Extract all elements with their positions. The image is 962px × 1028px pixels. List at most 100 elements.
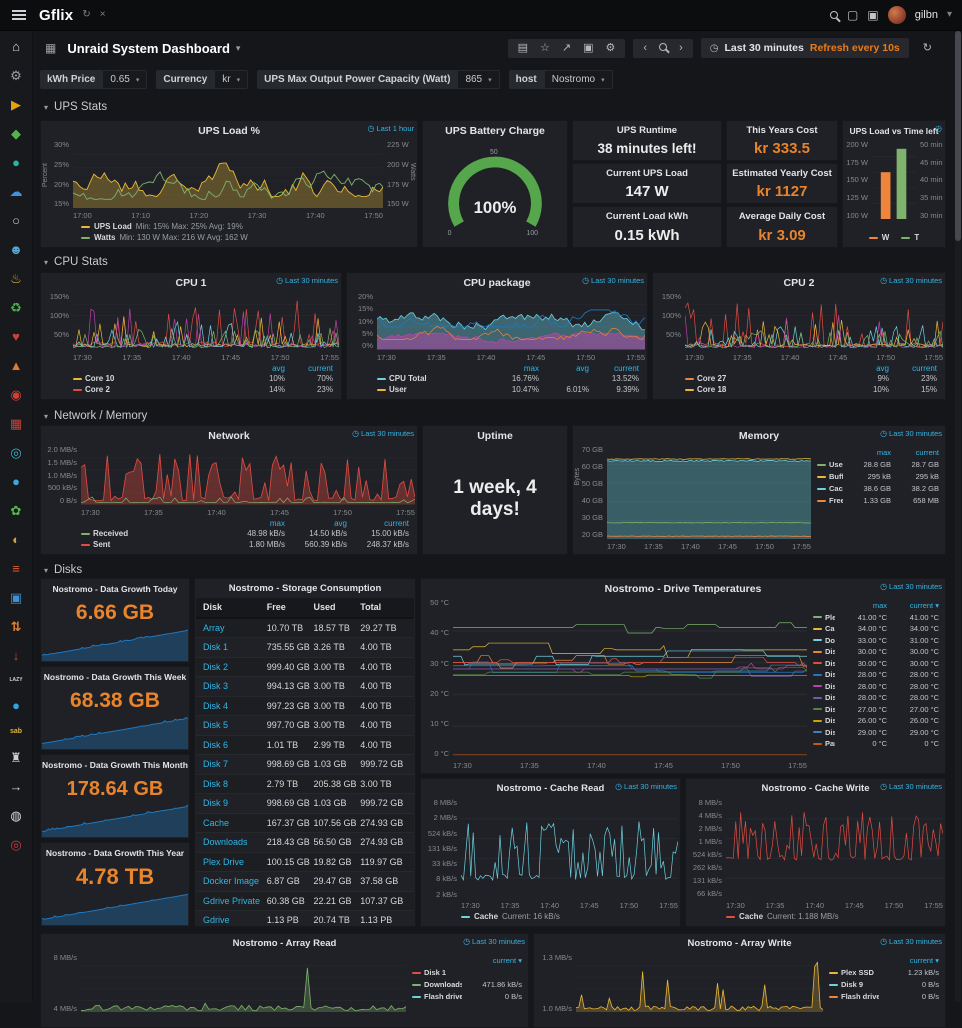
github-icon[interactable]: ◍ xyxy=(10,808,22,823)
disk-link[interactable]: Gdrive Unlimited xyxy=(203,915,230,925)
legend-column-header[interactable]: current xyxy=(614,363,639,373)
disk-link[interactable]: Disk 5 xyxy=(203,720,229,730)
legend-column-header[interactable]: max xyxy=(876,448,891,457)
cache-write-graph[interactable] xyxy=(726,799,943,898)
legend-series-label[interactable]: Disk 8 xyxy=(813,669,835,681)
apps-grid-icon[interactable]: ▦ xyxy=(45,41,57,55)
time-back-icon[interactable]: ‹ xyxy=(643,41,648,54)
plot-area[interactable]: 17:00 17:10 17:20 17:30 17:40 17:50 xyxy=(73,140,383,221)
sync-app-icon[interactable]: ⇅ xyxy=(10,619,22,634)
panel-title[interactable]: Nostromo - Array Write xyxy=(687,938,792,949)
disk-link[interactable]: Downloads xyxy=(203,837,248,847)
legend-series-label[interactable]: Disk 2 xyxy=(813,727,835,739)
display-icon[interactable]: ▣ xyxy=(867,8,879,22)
table-header-cell[interactable]: Used xyxy=(313,602,336,612)
legend-series-label[interactable]: Disk 9 xyxy=(813,646,835,658)
legend-series-label[interactable]: Core 2 xyxy=(73,385,237,396)
shield-app-icon[interactable]: ◉ xyxy=(10,387,22,402)
panel-title[interactable]: UPS Runtime xyxy=(616,125,678,136)
array-read-graph[interactable] xyxy=(81,954,406,1012)
time-forward-icon[interactable]: › xyxy=(679,41,683,54)
panel-title[interactable]: UPS Load % xyxy=(198,124,260,137)
legend-series-label[interactable]: Core 18 xyxy=(685,385,841,396)
legend-series-label[interactable]: Disk 1 xyxy=(412,967,462,979)
legend-series-label[interactable]: User xyxy=(377,385,489,396)
legend-series-label[interactable]: Cached xyxy=(817,483,843,495)
recycle-app-icon[interactable]: ♻ xyxy=(10,300,22,315)
legend-column-header[interactable]: current ▾ xyxy=(909,956,939,965)
settings-icon[interactable]: ⚙ xyxy=(10,68,22,83)
disk-link[interactable]: Disk 7 xyxy=(203,759,229,769)
legend-series-label[interactable]: T xyxy=(914,233,920,242)
download-app-icon[interactable]: ↓ xyxy=(12,648,20,663)
legend-column-header[interactable]: max xyxy=(523,363,539,373)
dashboard-title[interactable]: Unraid System Dashboard xyxy=(67,40,230,56)
plot-area[interactable]: 17:30 17:35 17:40 17:45 17:50 17:55 xyxy=(453,598,807,771)
legend-series-label[interactable]: Parity xyxy=(813,738,835,750)
row-network-memory[interactable]: ▾ Network / Memory xyxy=(44,410,148,422)
brew-app-icon[interactable]: ♨ xyxy=(10,271,22,286)
legend-series-label[interactable]: Watts xyxy=(94,233,116,242)
cache-read-graph[interactable] xyxy=(461,799,678,898)
app-blue-icon[interactable]: ▣ xyxy=(9,590,23,605)
tab-refresh-icon[interactable]: ↻ xyxy=(82,9,91,20)
app-teal-icon[interactable]: ● xyxy=(12,155,20,170)
monitor-app-icon[interactable]: ◎ xyxy=(10,445,22,460)
scrollbar[interactable] xyxy=(955,31,961,1002)
emby-icon[interactable]: ◆ xyxy=(11,126,21,141)
table-header-cell[interactable]: Free xyxy=(266,602,286,612)
search-icon[interactable] xyxy=(830,9,839,21)
disk-link[interactable]: Disk 6 xyxy=(203,739,229,750)
legend-series-label[interactable]: Sent xyxy=(81,540,223,551)
table-header-cell[interactable]: Disk xyxy=(203,602,223,612)
legend-column-header[interactable]: avg xyxy=(334,518,347,528)
logout-icon[interactable]: → xyxy=(9,779,23,794)
network-graph[interactable] xyxy=(81,446,415,505)
legend-series-label[interactable]: Downloads xyxy=(412,979,462,991)
disk-link[interactable]: Docker Image xyxy=(203,876,260,886)
panel-title[interactable]: UPS Load vs Time left xyxy=(849,125,939,136)
legend-series-label[interactable]: CPU Total xyxy=(377,374,489,385)
time-picker[interactable]: ◷ Last 30 minutes Refresh every 10s xyxy=(700,38,909,58)
panel-title[interactable]: This Years Cost xyxy=(746,125,818,136)
legend-series-label[interactable]: Cache xyxy=(474,912,499,921)
legend-column-header[interactable]: current xyxy=(384,518,409,528)
drop2-app-icon[interactable]: ● xyxy=(12,698,20,713)
plot-area[interactable]: 17:30 17:35 17:40 17:45 17:50 17:55 xyxy=(377,292,645,363)
panel-title[interactable]: CPU 1 xyxy=(175,276,207,289)
legend-series-label[interactable]: Core 10 xyxy=(73,374,237,385)
memory-graph[interactable] xyxy=(607,446,811,539)
plot-area[interactable]: 17:30 17:35 17:40 17:45 17:50 17:55 xyxy=(73,292,339,363)
disk-link[interactable]: Disk 3 xyxy=(203,681,229,691)
panel-title[interactable]: Nostromo - Data Growth This Year xyxy=(45,847,185,858)
panel-title[interactable]: CPU 2 xyxy=(783,276,815,289)
legend-series-label[interactable]: Disk 4 xyxy=(813,715,835,727)
panel-title[interactable]: Network xyxy=(208,429,250,442)
legend-column-header[interactable]: avg xyxy=(272,363,285,373)
plot-area[interactable]: 17:30 17:35 17:40 17:45 17:50 17:55 xyxy=(685,292,943,363)
add-panel-icon[interactable]: ▤ xyxy=(517,41,529,54)
ups-load-vs-time-graph[interactable] xyxy=(872,141,916,219)
panel-title[interactable]: Average Daily Cost xyxy=(738,211,826,222)
user-app-icon[interactable]: ☻ xyxy=(9,242,23,257)
table-header-cell[interactable]: Total xyxy=(360,602,382,612)
plot-area[interactable]: 17:30 17:35 17:40 17:45 17:50 17:55 xyxy=(81,445,415,518)
legend-series-label[interactable]: W xyxy=(881,233,890,242)
legend-column-header[interactable]: avg xyxy=(576,363,589,373)
panel-title[interactable]: Nostromo - Data Growth This Week xyxy=(43,671,187,682)
panel-title[interactable]: Nostromo - Data Growth This Month xyxy=(42,759,188,770)
legend-series-label[interactable]: Core 27 xyxy=(685,374,841,385)
avatar[interactable] xyxy=(887,6,906,24)
legend-column-header[interactable]: current ▾ xyxy=(492,956,522,965)
disk-link[interactable]: Disk 9 xyxy=(203,798,229,808)
scrollbar-thumb[interactable] xyxy=(955,31,961,241)
legend-series-label[interactable]: Flash drive xyxy=(829,991,879,1003)
disk-link[interactable]: Disk 1 xyxy=(203,642,229,652)
legend-series-label[interactable]: Cache xyxy=(813,623,835,635)
plot-area[interactable]: 17:30 17:35 17:40 17:45 17:50 17:55 xyxy=(726,798,943,911)
share-icon[interactable]: ↗ xyxy=(561,41,572,54)
legend-column-header[interactable]: current xyxy=(915,448,939,457)
panel-title[interactable]: Current Load kWh xyxy=(605,211,689,222)
row-cpu-stats[interactable]: ▾ CPU Stats xyxy=(44,256,108,268)
legend-series-label[interactable]: Disk 9 xyxy=(829,979,879,991)
